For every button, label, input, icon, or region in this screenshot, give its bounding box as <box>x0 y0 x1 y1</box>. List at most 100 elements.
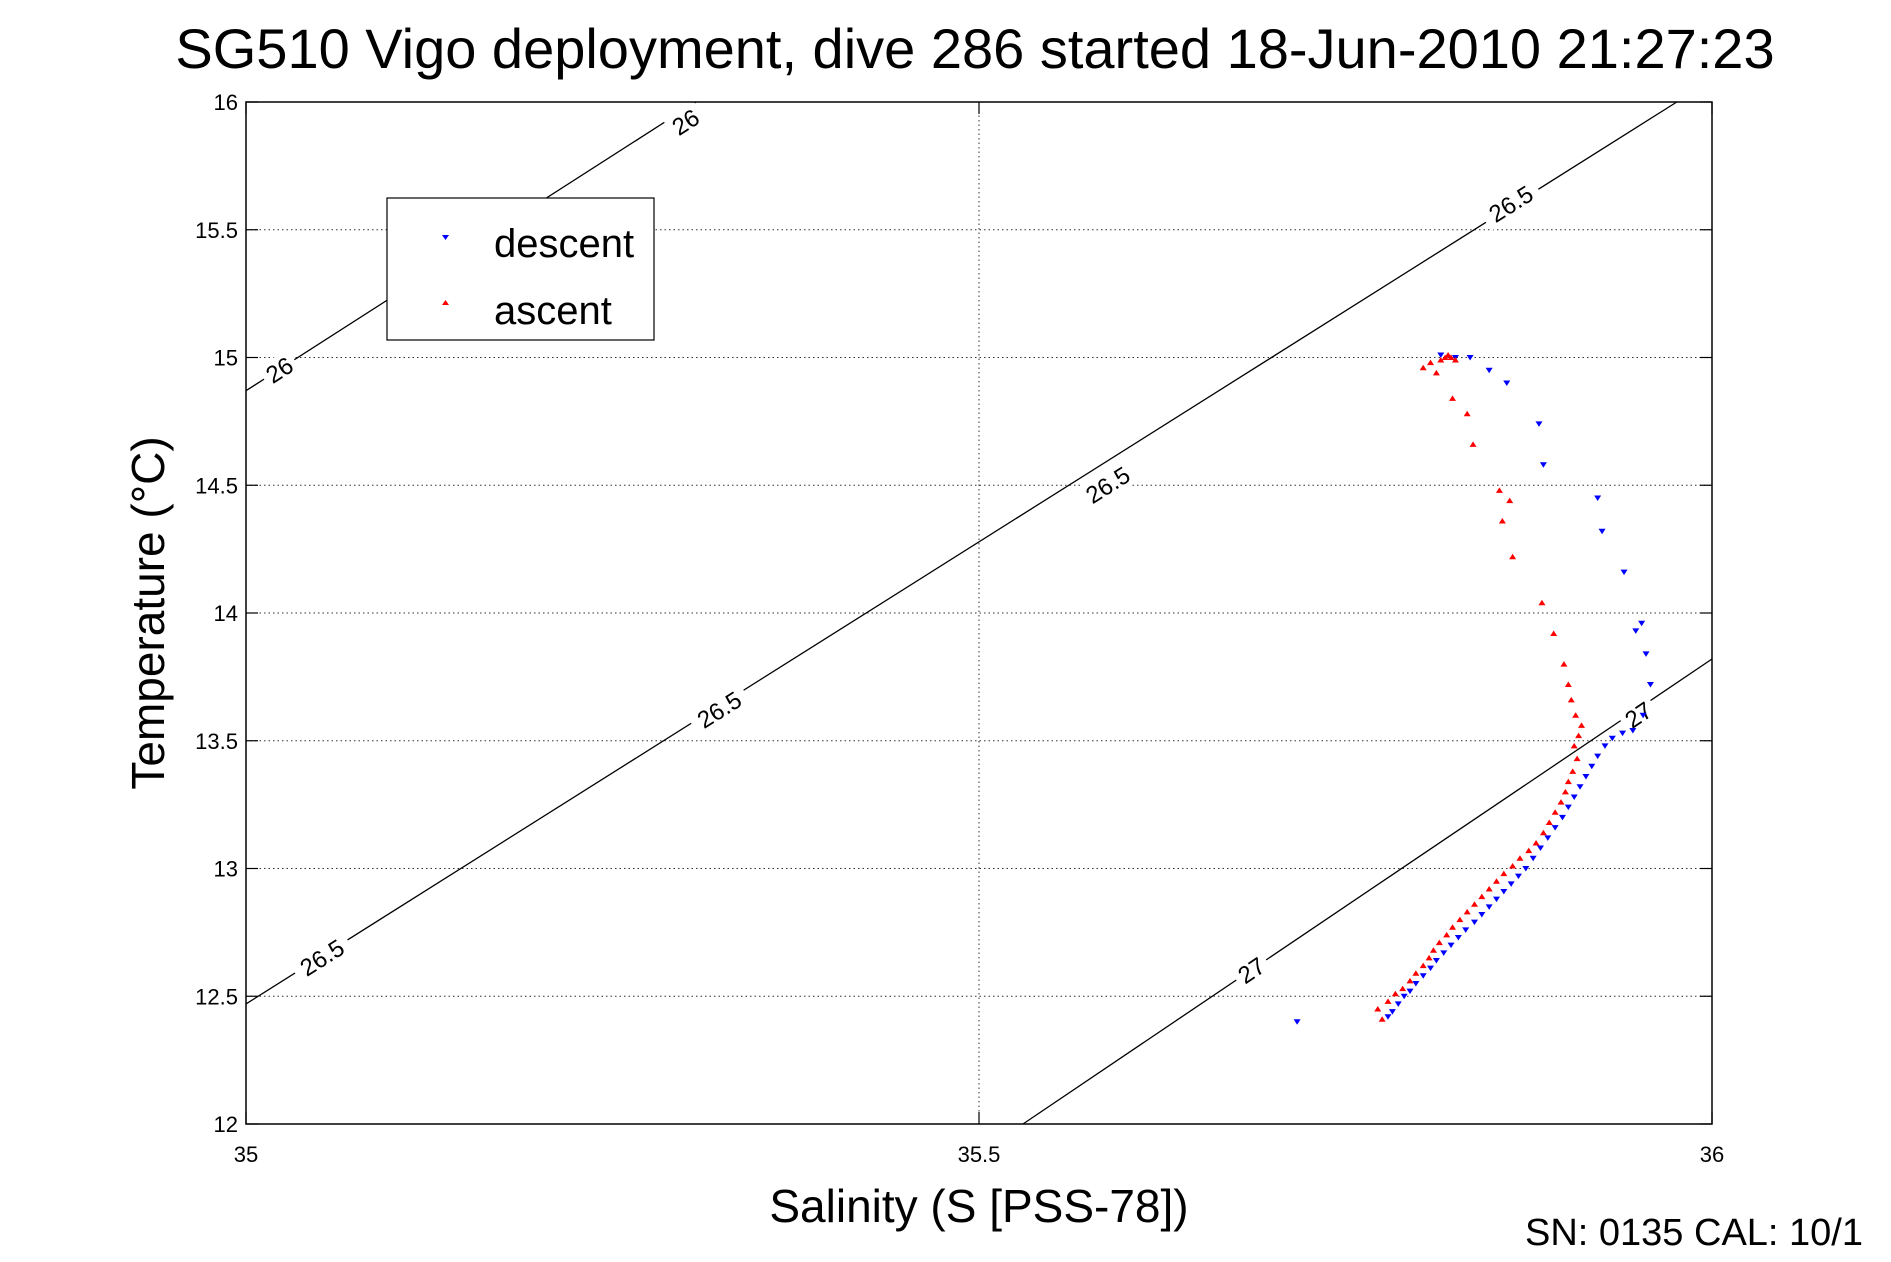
ascent-point <box>1432 369 1440 376</box>
descent-point <box>1544 835 1552 841</box>
y-tick-label: 14 <box>214 601 238 626</box>
legend-ascent-marker <box>442 300 449 305</box>
ascent-point <box>1419 962 1427 969</box>
legend-descent-label: descent <box>494 222 634 266</box>
descent-point <box>1437 352 1445 358</box>
chart-title: SG510 Vigo deployment, dive 286 started … <box>175 17 1774 80</box>
descent-point <box>1419 973 1427 979</box>
ascent-point <box>1561 788 1569 795</box>
ascent-point <box>1495 487 1503 493</box>
x-tick-label: 35.5 <box>958 1142 1001 1167</box>
y-axis-label: Temperature (°C) <box>122 436 174 789</box>
descent-point <box>1293 1019 1301 1025</box>
descent-point <box>1412 980 1420 987</box>
ascent-point <box>1570 742 1578 749</box>
y-tick-label: 13.5 <box>195 729 238 754</box>
legend-box <box>386 197 655 341</box>
descent-point <box>1485 367 1493 374</box>
descent-point <box>1507 881 1515 887</box>
ascent-point <box>1506 497 1514 504</box>
descent-point <box>1598 528 1606 535</box>
descent-point <box>1400 993 1408 1000</box>
y-tick-label: 16 <box>214 90 238 115</box>
contour-label-background <box>1615 693 1661 736</box>
ascent-point <box>1551 809 1559 815</box>
ascent-point <box>1516 855 1524 861</box>
descent-point <box>1492 896 1500 903</box>
ascent-point <box>1463 908 1471 915</box>
descent-point <box>1642 651 1650 657</box>
descent-point <box>1471 919 1479 926</box>
ascent-point <box>1412 970 1420 976</box>
ascent-point <box>1456 916 1464 923</box>
ascent-point <box>1435 939 1443 946</box>
descent-point <box>1529 855 1537 862</box>
y-tick-label: 12.5 <box>195 984 238 1009</box>
ascent-point <box>1532 839 1540 846</box>
ascent-point <box>1437 357 1445 363</box>
descent-point <box>1619 730 1627 737</box>
density-contour-line <box>245 101 1678 1005</box>
y-tick-label: 15 <box>214 346 238 371</box>
ascent-point <box>1419 364 1427 371</box>
ascent-point <box>1509 862 1517 869</box>
legend: descent ascent <box>386 197 655 341</box>
descent-point <box>1558 814 1566 821</box>
ascent-point <box>1471 901 1479 907</box>
ascent-point <box>1564 778 1572 785</box>
ascent-point <box>1572 712 1580 718</box>
ascent-point <box>1384 998 1392 1004</box>
descent-point <box>1629 728 1637 734</box>
ascent-point <box>1378 1016 1386 1022</box>
x-tick-label: 35 <box>234 1142 258 1167</box>
y-tick-label: 15.5 <box>195 218 238 243</box>
ascent-point <box>1538 599 1546 606</box>
descent-point <box>1478 911 1486 918</box>
descent-point <box>1539 462 1547 468</box>
descent-point <box>1535 421 1543 427</box>
ascent-point <box>1406 977 1414 984</box>
ascent-point <box>1539 829 1547 836</box>
descent-point <box>1514 873 1522 880</box>
x-axis-label: Salinity (S [PSS-78]) <box>769 1180 1188 1232</box>
descent-point <box>1447 942 1455 949</box>
contour-label-background <box>257 348 302 391</box>
x-tick-label: 36 <box>1700 1142 1724 1167</box>
descent-point <box>1440 950 1448 956</box>
ascent-point <box>1478 893 1486 900</box>
descent-point <box>1608 735 1616 742</box>
descent-point <box>1576 784 1584 790</box>
descent-point <box>1466 355 1474 361</box>
descent-point <box>1388 1009 1396 1015</box>
descent-point <box>1432 957 1440 964</box>
contour-label-background <box>685 681 753 737</box>
descent-point <box>1536 845 1544 852</box>
ascent-point <box>1443 931 1451 938</box>
ascent-point <box>1463 410 1471 417</box>
descent-point <box>1427 965 1435 972</box>
descent-point <box>1632 628 1640 634</box>
descent-point <box>1500 888 1508 895</box>
ascent-point <box>1374 1006 1382 1012</box>
ascent-point <box>1399 985 1407 992</box>
descent-point <box>1620 569 1628 576</box>
ascent-point <box>1449 395 1457 401</box>
descent-point <box>1454 934 1462 941</box>
descent-point <box>1406 988 1414 995</box>
y-tick-label: 13 <box>214 857 238 882</box>
descent-point <box>1570 794 1578 800</box>
descent-point <box>1522 866 1530 872</box>
contour-label-background <box>1074 456 1141 512</box>
descent-point <box>1638 620 1646 627</box>
ascent-point <box>1451 357 1459 363</box>
ascent-point <box>1557 799 1565 805</box>
ascent-point <box>1485 885 1493 892</box>
density-contour-line <box>1022 658 1713 1125</box>
ascent-point <box>1429 947 1437 953</box>
ascent-point <box>1447 354 1455 360</box>
ascent-point <box>1492 878 1500 884</box>
descent-point <box>1564 804 1572 811</box>
data-points <box>1293 351 1654 1025</box>
